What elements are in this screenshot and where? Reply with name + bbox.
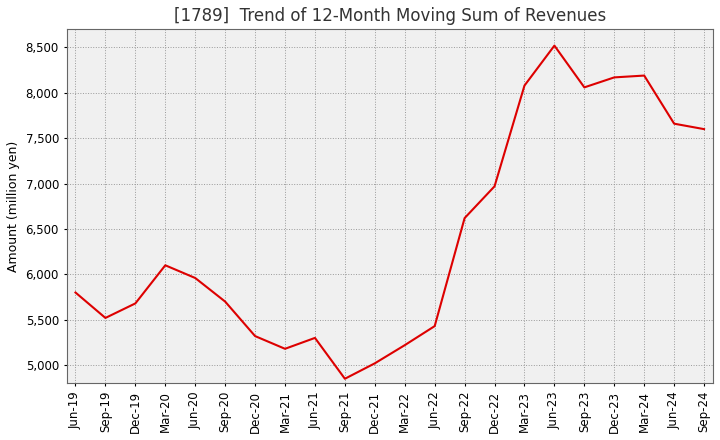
Y-axis label: Amount (million yen): Amount (million yen) [7,141,20,272]
Title: [1789]  Trend of 12-Month Moving Sum of Revenues: [1789] Trend of 12-Month Moving Sum of R… [174,7,606,25]
